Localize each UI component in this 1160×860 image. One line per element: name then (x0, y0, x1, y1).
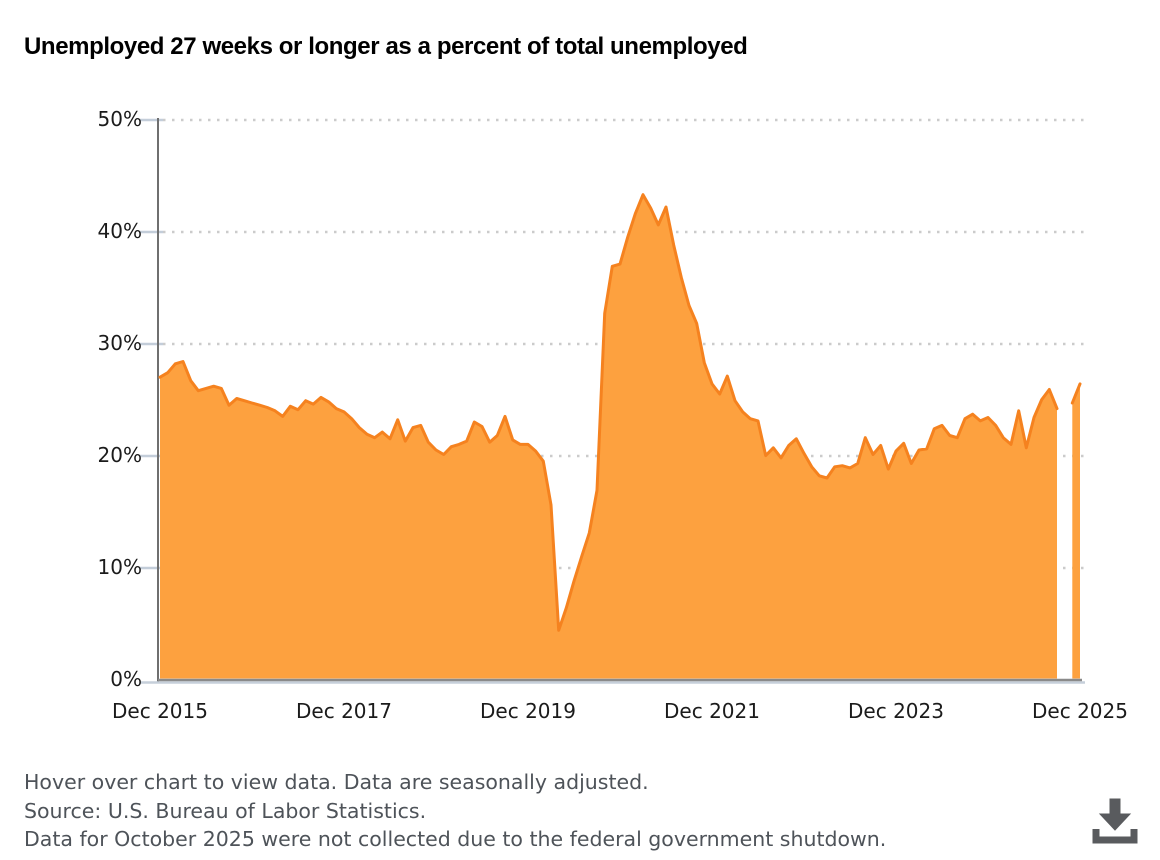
y-axis-label: 50% (97, 107, 142, 131)
x-axis-label: Dec 2023 (848, 699, 944, 723)
chart-title: Unemployed 27 weeks or longer as a perce… (24, 33, 748, 61)
y-axis-label: 20% (97, 443, 142, 467)
area-fill[interactable] (160, 194, 1057, 679)
download-icon (1092, 798, 1138, 843)
y-axis-label: 10% (97, 555, 142, 579)
y-axis-label: 30% (97, 331, 142, 355)
x-axis-label: Dec 2019 (480, 699, 576, 723)
y-axis-label: 40% (97, 219, 142, 243)
source-note: Source: U.S. Bureau of Labor Statistics. (24, 798, 427, 823)
area-outline[interactable] (158, 193, 1059, 632)
x-axis-label: Dec 2021 (664, 699, 760, 723)
area-fill[interactable] (1072, 383, 1080, 679)
download-button[interactable] (1088, 794, 1142, 850)
x-axis-label: Dec 2015 (112, 699, 208, 723)
area-outline[interactable] (1070, 382, 1082, 405)
hover-note: Hover over chart to view data. Data are … (24, 770, 649, 794)
y-axis-label: 0% (110, 667, 142, 691)
x-axis-label: Dec 2017 (296, 699, 392, 723)
x-axis-label: Dec 2025 (1032, 699, 1128, 723)
area-series[interactable] (158, 193, 1082, 679)
shutdown-note: Data for October 2025 were not collected… (24, 827, 887, 851)
chart-footnotes: Hover over chart to view data. Data are … (24, 768, 1004, 854)
